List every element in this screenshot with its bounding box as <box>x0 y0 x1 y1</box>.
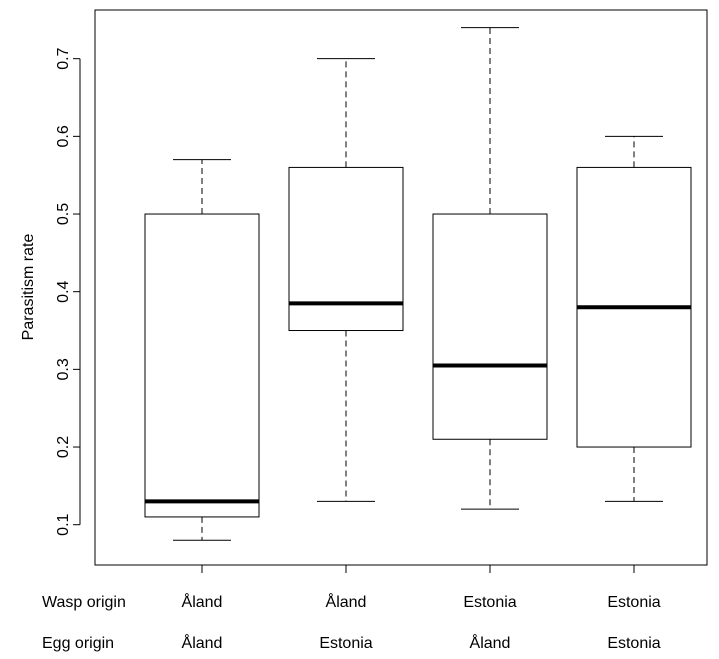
y-tick-label: 0.3 <box>55 358 72 380</box>
box-group <box>144 159 260 541</box>
egg-origin-label: Estonia <box>319 635 372 652</box>
y-tick-label: 0.1 <box>55 513 72 535</box>
y-tick-label: 0.5 <box>55 203 72 225</box>
y-axis: 0.1 0.2 0.3 0.4 0.5 0.6 0.7 <box>55 47 81 536</box>
box-group <box>288 58 404 502</box>
row-label-wasp-origin: Wasp origin <box>42 594 126 611</box>
box-iqr <box>144 213 260 518</box>
egg-origin-label: Åland <box>470 633 511 652</box>
y-tick-label: 0.2 <box>55 436 72 458</box>
boxes-layer <box>144 27 692 541</box>
y-tick-label: 0.4 <box>55 280 72 302</box>
y-axis-label: Parasitism rate <box>20 234 37 341</box>
egg-origin-label: Estonia <box>607 635 660 652</box>
wasp-origin-label: Åland <box>182 592 223 611</box>
box-group <box>432 27 548 510</box>
x-axis: Åland Åland Åland Estonia Estonia Åland Estoni… <box>182 564 661 652</box>
egg-origin-label: Åland <box>182 633 223 652</box>
wasp-origin-label: Estonia <box>463 594 516 611</box>
y-tick-label: 0.6 <box>55 125 72 147</box>
wasp-origin-label: Estonia <box>607 594 660 611</box>
box-iqr <box>432 213 548 440</box>
wasp-origin-label: Åland <box>326 592 367 611</box>
row-label-egg-origin: Egg origin <box>42 635 114 652</box>
box-group <box>576 135 692 502</box>
y-tick-label: 0.7 <box>55 47 72 69</box>
box-iqr <box>288 166 404 332</box>
